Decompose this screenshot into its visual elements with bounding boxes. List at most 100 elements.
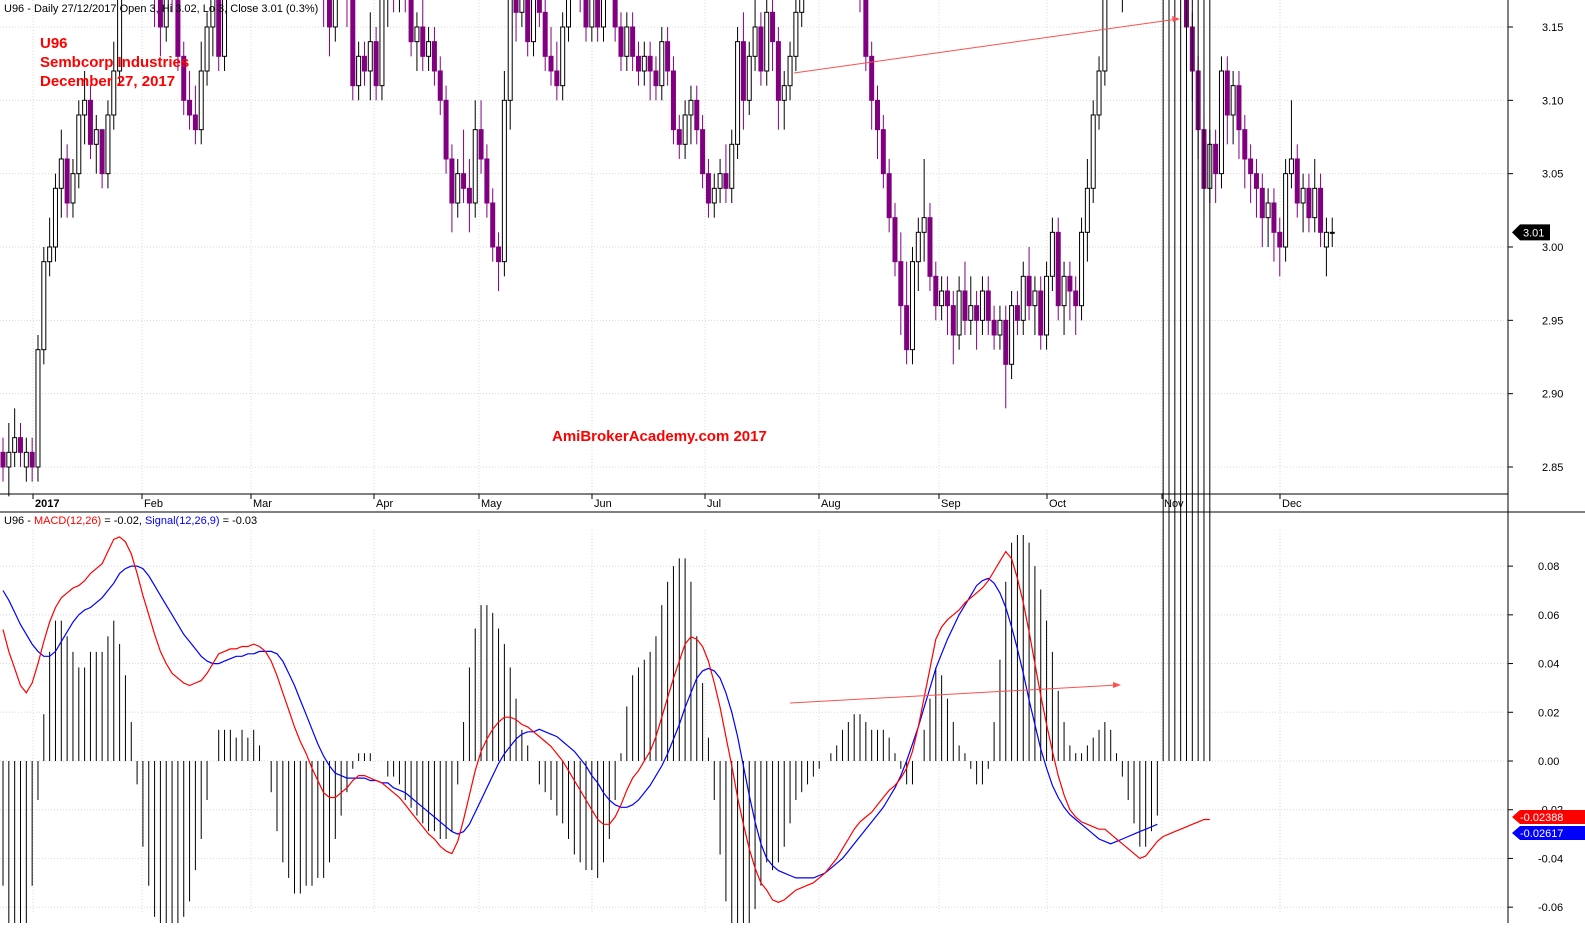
macd-axis-label: 0.00 — [1538, 756, 1559, 768]
candle — [635, 41, 641, 86]
candle-body — [1248, 158, 1254, 175]
candle-body — [729, 143, 735, 189]
candle-body — [379, 0, 385, 87]
candle — [1288, 100, 1294, 189]
ticker-annotation: U96 — [40, 35, 68, 52]
candle — [192, 85, 198, 145]
candle-body — [1003, 319, 1009, 365]
candle-body — [70, 173, 76, 204]
macd-trendline — [789, 682, 1121, 704]
candle-body — [455, 173, 461, 204]
price-axis-label: 2.95 — [1542, 315, 1563, 327]
candle — [1213, 129, 1219, 203]
candle — [82, 70, 88, 145]
candle — [618, 12, 624, 71]
candle — [175, 0, 181, 71]
candle — [670, 56, 676, 145]
candle-body — [484, 158, 490, 204]
candle — [204, 12, 210, 86]
candle-body — [157, 0, 163, 28]
candle-body — [1067, 275, 1073, 292]
candle-body — [764, 11, 770, 72]
candle-body — [76, 114, 82, 175]
candle — [1248, 144, 1254, 203]
candle — [87, 85, 93, 159]
candle-body — [1014, 305, 1020, 321]
month-tick-label: May — [481, 498, 502, 510]
date-annotation: December 27, 2017 — [40, 73, 175, 90]
candle-body — [1265, 202, 1271, 219]
candle-body — [892, 217, 898, 263]
candle — [711, 173, 717, 218]
candle-body — [542, 11, 548, 57]
candle — [717, 158, 723, 203]
candle-body — [647, 55, 653, 72]
candle-body — [0, 451, 6, 468]
candle-body — [1224, 70, 1230, 116]
candle — [1294, 144, 1300, 218]
candle — [775, 26, 781, 130]
candle — [198, 41, 204, 145]
month-tick-label: Jun — [594, 498, 612, 510]
candle — [496, 232, 502, 291]
candle — [490, 188, 496, 262]
candle-body — [770, 11, 776, 43]
candle — [909, 246, 915, 365]
candle-body — [653, 70, 659, 87]
signal-header-value: = -0.03 — [220, 515, 258, 527]
candle-body — [513, 0, 519, 13]
month-tick-label: Dec — [1282, 498, 1302, 510]
candle-body — [740, 41, 746, 101]
candle-body — [23, 451, 29, 468]
candle — [12, 408, 18, 467]
candle-body — [1102, 0, 1108, 72]
candle — [1038, 276, 1044, 350]
candle — [985, 276, 991, 335]
candle — [956, 276, 962, 350]
candle-body — [1277, 231, 1283, 248]
candle — [1032, 276, 1038, 335]
macd-header-prefix: U96 - — [4, 515, 34, 527]
candle — [950, 290, 956, 365]
candle-body — [635, 55, 641, 72]
candle — [904, 261, 910, 365]
candle — [1055, 217, 1061, 321]
candle-body — [700, 129, 706, 175]
candle-body — [163, 0, 169, 28]
price-axis-label: 3.15 — [1542, 22, 1563, 34]
candle-body — [968, 305, 974, 321]
candle-body — [1020, 275, 1026, 321]
candle-body — [880, 129, 886, 175]
candle-body — [1096, 70, 1102, 116]
candle-body — [659, 41, 665, 87]
candle — [461, 129, 467, 203]
candle-body — [41, 261, 47, 351]
candle — [58, 129, 64, 218]
candle — [346, 0, 348, 27]
candle — [326, 0, 332, 57]
candle — [595, 0, 601, 42]
candle-body — [198, 70, 204, 131]
candle-body — [111, 70, 117, 116]
candle — [1096, 56, 1102, 130]
candle-body — [52, 187, 58, 248]
candle — [323, 0, 325, 27]
candle-body — [93, 129, 99, 145]
candle — [455, 158, 461, 218]
price-axis-label: 3.10 — [1542, 95, 1563, 107]
candle-body — [1283, 173, 1289, 248]
candle — [566, 0, 572, 42]
candle-body — [775, 41, 781, 101]
candle — [682, 100, 688, 159]
watermark-annotation: AmiBrokerAcademy.com 2017 — [552, 428, 767, 445]
candle-body — [735, 41, 741, 145]
candle-body — [216, 0, 222, 57]
candle — [1236, 70, 1242, 159]
price-trendline-arrowhead — [1172, 16, 1180, 22]
candle-body — [87, 99, 93, 145]
candle — [921, 158, 927, 262]
candle-body — [566, 0, 572, 28]
candle — [560, 12, 566, 101]
candle — [1323, 217, 1329, 277]
